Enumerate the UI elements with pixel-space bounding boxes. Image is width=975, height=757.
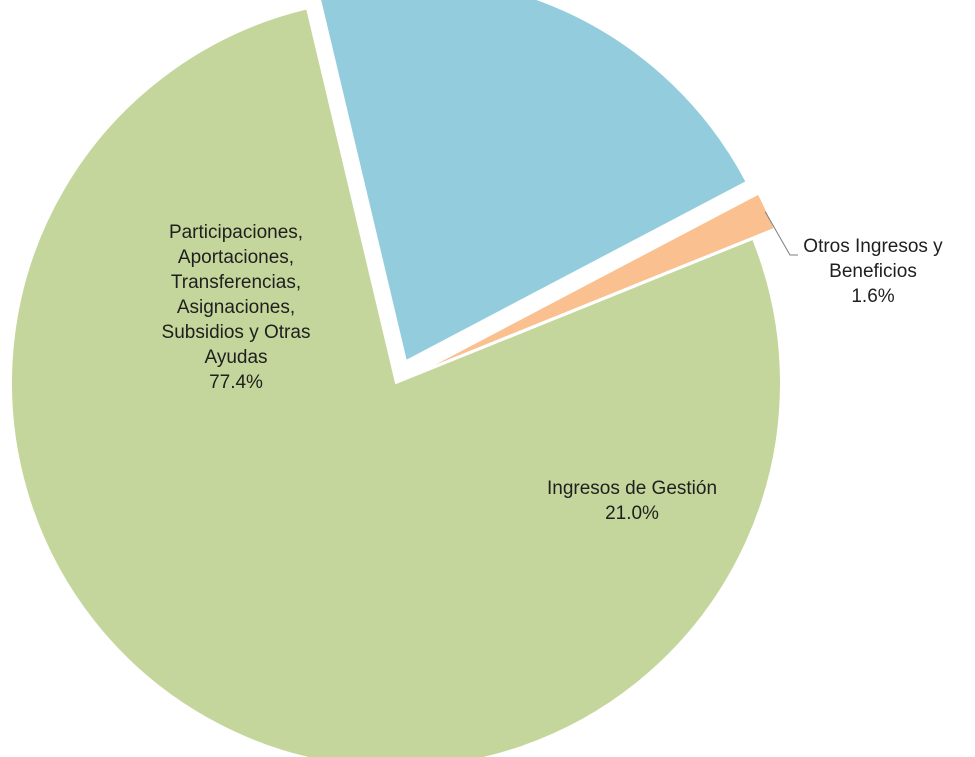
slice-value-label: 77.4% xyxy=(209,372,263,393)
slice-label-3: Otros Ingresos y Beneficios 1.6% xyxy=(803,236,943,307)
slice-category-label-line: Aportaciones, xyxy=(178,247,294,268)
slice-label-1: Participaciones, Aportaciones, Transferenc… xyxy=(162,222,311,393)
pie-slice-1 xyxy=(10,7,782,757)
slice-value-label: 1.6% xyxy=(851,286,894,307)
pie-slices xyxy=(10,0,782,757)
slice-category-label-line: Ayudas xyxy=(204,347,267,368)
slice-category-label-line: Ingresos de Gestión xyxy=(547,478,717,499)
leader-lines xyxy=(764,211,798,256)
slice-label-2: Ingresos de Gestión 21.0% xyxy=(547,478,717,524)
slice-value-label: 21.0% xyxy=(605,503,659,524)
slice-category-label-line: Participaciones, xyxy=(169,222,303,243)
slice-category-label-line: Subsidios y Otras xyxy=(162,322,311,343)
slice-category-label-line: Transferencias, xyxy=(171,272,301,293)
slice-category-label-line: Otros Ingresos y xyxy=(803,236,943,257)
pie-slice-2 xyxy=(319,0,748,363)
slice-category-label-line: Asignaciones, xyxy=(177,297,295,318)
slice-category-label-line: Beneficios xyxy=(829,261,917,282)
leader-line-otros-ingresos xyxy=(764,211,798,256)
slice-labels: Participaciones, Aportaciones, Transferenc… xyxy=(162,222,944,524)
